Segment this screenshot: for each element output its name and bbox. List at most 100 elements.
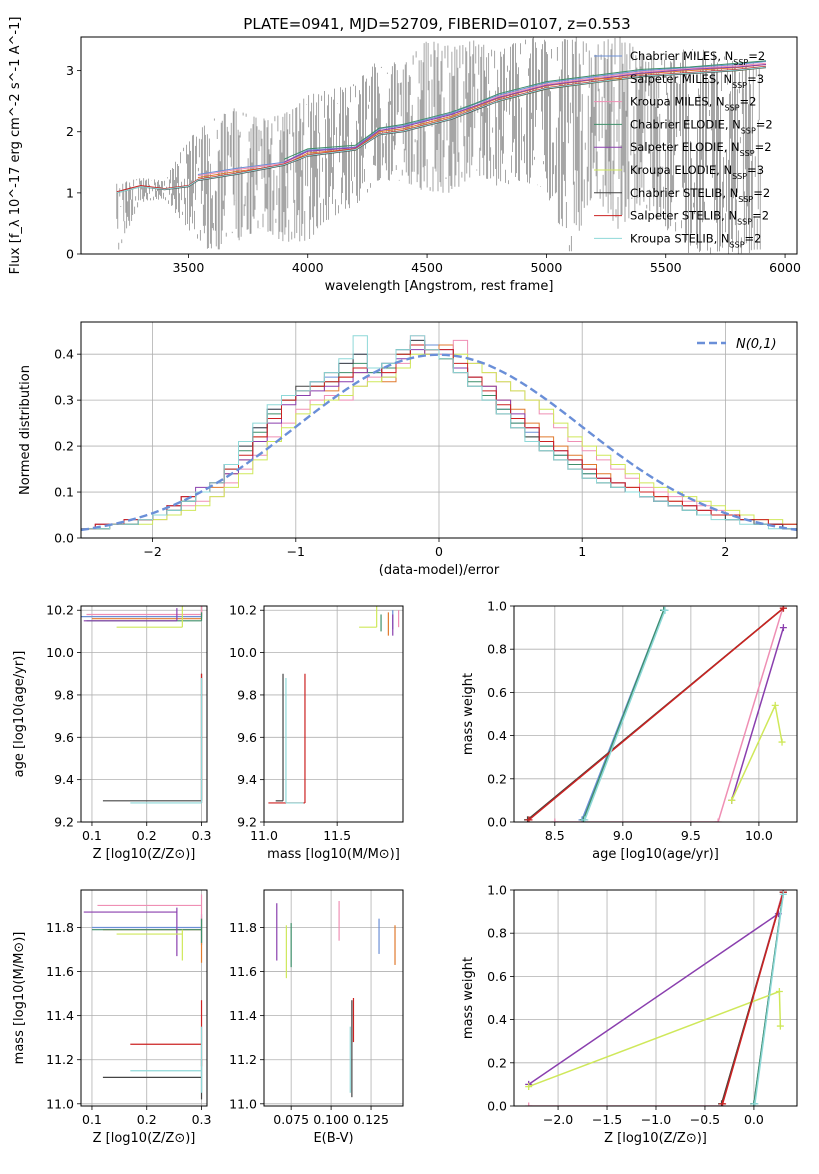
x-axis-label: E(B-V) bbox=[313, 1131, 353, 1146]
observed-spectrum bbox=[116, 37, 761, 254]
y-axis-label: age [log10(age/yr)] bbox=[12, 651, 27, 778]
x-tick-label: 0.0 bbox=[744, 1112, 764, 1127]
weight-marker bbox=[714, 818, 722, 822]
y-axis-label: mass [log10(M/M⊙)] bbox=[12, 932, 27, 1065]
weight-line bbox=[554, 606, 785, 822]
y-tick-label: 11.2 bbox=[229, 1052, 257, 1067]
plot-area bbox=[276, 901, 396, 1098]
model-spectrum-line bbox=[197, 61, 767, 175]
plot-area bbox=[268, 606, 400, 804]
x-tick-label: 9.0 bbox=[613, 828, 633, 843]
legend-label: N(0,1) bbox=[736, 337, 777, 352]
plot-area bbox=[81, 335, 797, 538]
weight-line bbox=[582, 610, 665, 821]
x-tick-label: 0.3 bbox=[192, 1112, 212, 1127]
legend-label: Salpeter STELIB, NSSP=2 bbox=[630, 209, 769, 227]
x-tick-label: 0.1 bbox=[82, 1112, 102, 1127]
weight-line bbox=[730, 627, 785, 801]
x-tick-label: 3500 bbox=[172, 260, 204, 275]
y-tick-label: 9.4 bbox=[54, 772, 74, 787]
legend-label: Kroupa STELIB, NSSP=2 bbox=[630, 231, 761, 249]
y-tick-label: 9.8 bbox=[237, 687, 257, 702]
axes-frame bbox=[513, 605, 798, 823]
weight-marker bbox=[751, 1100, 759, 1106]
axes-7: −2.0 −1.5 −1.0 −0.5 0.0 0.0 0.2 0.4 0.6 0.8 1.0 Z [… bbox=[461, 883, 797, 1146]
legend-label: Kroupa ELODIE, NSSP=3 bbox=[630, 163, 764, 181]
axes-frame bbox=[80, 36, 798, 255]
y-tick-label: 0 bbox=[66, 247, 74, 262]
y-tick-label: 10.0 bbox=[229, 645, 257, 660]
x-axis-label: Z [log10(Z/Z⊙)] bbox=[93, 1131, 196, 1146]
x-tick-label: −1 bbox=[287, 544, 305, 559]
plot-area bbox=[83, 894, 203, 1100]
x-axis-label: Z [log10(Z/Z⊙)] bbox=[93, 847, 196, 862]
y-tick-label: 0.4 bbox=[487, 1012, 507, 1027]
y-tick-label: 10.0 bbox=[46, 645, 74, 660]
y-tick-label: 1 bbox=[66, 185, 74, 200]
legend-label: Chabrier ELODIE, NSSP=2 bbox=[630, 117, 773, 135]
x-tick-label: −2.0 bbox=[543, 1112, 573, 1127]
x-axis-label: age [log10(age/yr)] bbox=[592, 847, 719, 862]
y-tick-label: 1.0 bbox=[487, 883, 507, 898]
weight-marker bbox=[779, 890, 787, 898]
y-tick-label: 11.6 bbox=[229, 964, 257, 979]
y-tick-label: 0.2 bbox=[487, 771, 507, 786]
weight-line bbox=[721, 891, 785, 1105]
x-tick-label: 0.125 bbox=[353, 1112, 389, 1127]
y-tick-label: 0.4 bbox=[54, 347, 74, 362]
y-tick-label: 3 bbox=[66, 63, 74, 78]
x-tick-label: 10.0 bbox=[745, 828, 773, 843]
weight-marker bbox=[779, 606, 787, 612]
y-tick-label: 0.6 bbox=[487, 969, 507, 984]
plot-area bbox=[524, 606, 787, 822]
histogram-step bbox=[81, 335, 797, 538]
plot-area bbox=[116, 37, 767, 254]
y-tick-label: 11.8 bbox=[229, 920, 257, 935]
x-tick-label: 0.2 bbox=[137, 1112, 157, 1127]
x-tick-label: 0.3 bbox=[192, 828, 212, 843]
x-tick-label: 8.5 bbox=[545, 828, 565, 843]
x-tick-label: 11.5 bbox=[323, 828, 351, 843]
gaussian-curve bbox=[81, 353, 797, 532]
x-tick-label: −2 bbox=[143, 544, 161, 559]
y-tick-label: 9.4 bbox=[237, 772, 257, 787]
weight-marker bbox=[779, 624, 787, 632]
model-spectrum-line bbox=[116, 67, 767, 194]
y-tick-label: 11.2 bbox=[46, 1052, 74, 1067]
weight-marker bbox=[719, 1100, 727, 1106]
x-tick-label: 4000 bbox=[292, 260, 324, 275]
x-tick-label: 1 bbox=[578, 544, 586, 559]
x-tick-label: −0.5 bbox=[690, 1112, 720, 1127]
y-tick-label: 0.6 bbox=[487, 685, 507, 700]
y-tick-label: 0.0 bbox=[487, 815, 507, 830]
weight-marker bbox=[775, 988, 783, 996]
x-axis-label: mass [log10(M/M⊙)] bbox=[267, 847, 400, 862]
weight-marker bbox=[581, 816, 589, 822]
x-axis-label: wavelength [Angstrom, rest frame] bbox=[325, 279, 554, 294]
x-tick-label: 0.1 bbox=[82, 828, 102, 843]
legend: N(0,1) bbox=[697, 337, 777, 352]
axes-0: 3500 4000 4500 5000 5500 6000 0 1 2 3 wavelength [… bbox=[8, 17, 801, 294]
axes-5: 0.1 0.2 0.3 11.0 11.2 11.4 11.6 11.8 Z [log10(Z/… bbox=[12, 890, 211, 1146]
y-axis-label: mass weight bbox=[461, 673, 476, 755]
legend-label: Chabrier STELIB, NSSP=2 bbox=[630, 186, 770, 204]
axes-frame bbox=[80, 605, 208, 823]
axes-6: 0.075 0.100 0.125 11.0 11.2 11.4 11.6 11.8 E(B-V… bbox=[229, 890, 403, 1146]
legend-label: Salpeter ELODIE, NSSP=2 bbox=[630, 140, 772, 158]
y-tick-label: 0.3 bbox=[54, 393, 74, 408]
y-tick-label: 11.4 bbox=[229, 1008, 257, 1023]
y-tick-label: 0.2 bbox=[487, 1055, 507, 1070]
weight-line bbox=[584, 610, 666, 821]
axes-1: −2 −1 0 1 2 0.0 0.1 0.2 0.3 0.4 (data-model)/error… bbox=[18, 322, 797, 578]
x-axis-label: (data-model)/error bbox=[379, 563, 500, 578]
y-tick-label: 9.2 bbox=[54, 815, 74, 830]
weight-line bbox=[528, 913, 779, 1086]
y-tick-label: 11.8 bbox=[46, 920, 74, 935]
y-tick-label: 0.8 bbox=[487, 926, 507, 941]
model-spectrum-line bbox=[283, 64, 767, 163]
axes-2: 0.1 0.2 0.3 9.2 9.4 9.6 9.8 10.0 10.2 Z [log10(Z/… bbox=[12, 603, 212, 862]
y-tick-label: 0.2 bbox=[54, 439, 74, 454]
y-tick-label: 0.0 bbox=[54, 531, 74, 546]
model-spectrum-line bbox=[283, 60, 767, 160]
weight-marker bbox=[525, 816, 533, 822]
